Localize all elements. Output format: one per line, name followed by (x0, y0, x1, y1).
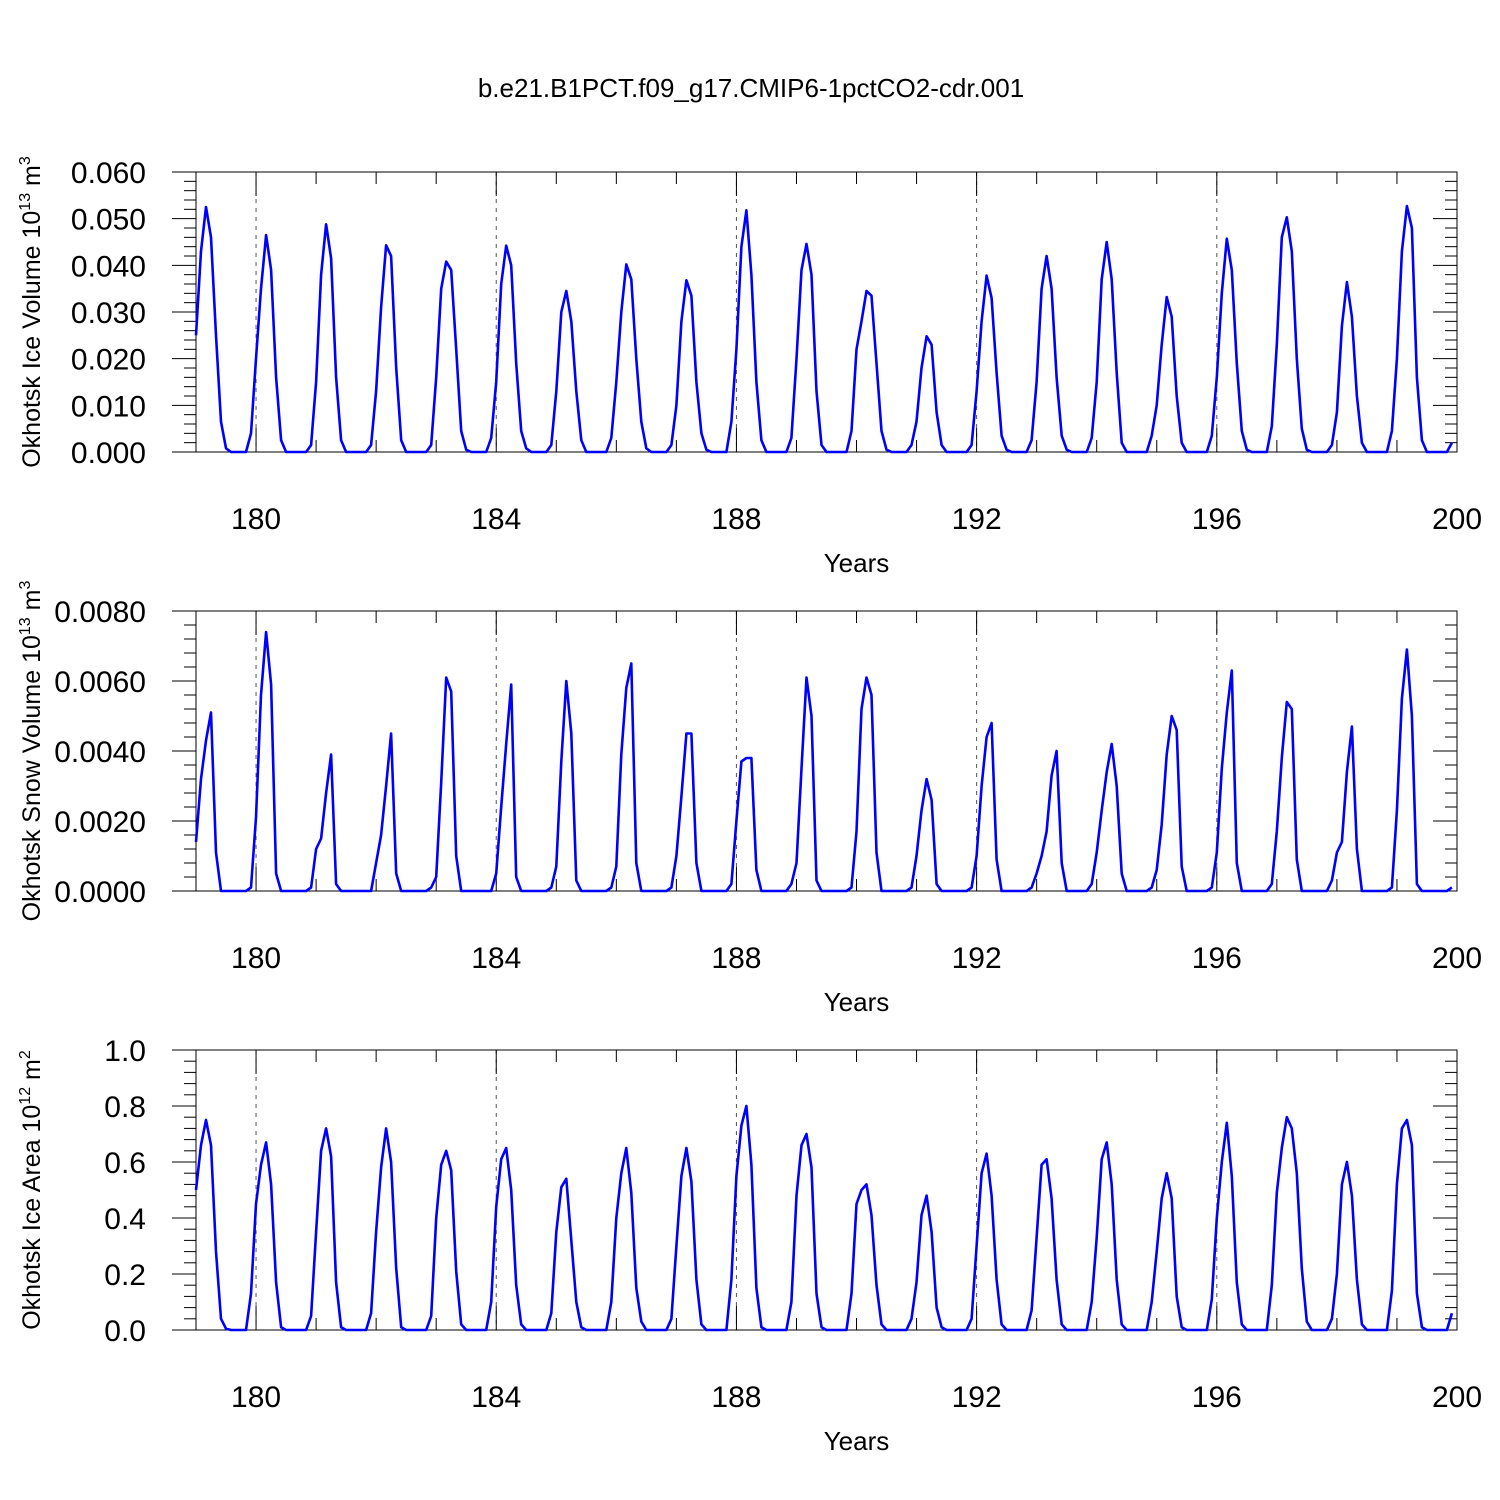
x-tick-label: 188 (711, 942, 761, 975)
x-tick-label: 184 (471, 503, 521, 536)
y-axis-title-main: Okhotsk Snow Volume 10 (18, 635, 46, 921)
y-tick-label: 0.0 (104, 1315, 146, 1348)
y-tick-label: 0.030 (71, 297, 146, 330)
y-tick-label: 0.000 (71, 437, 146, 470)
series-line-1 (194, 630, 1453, 893)
x-tick-label: 196 (1192, 1381, 1242, 1414)
chart-title: b.e21.B1PCT.f09_g17.CMIP6-1pctCO2-cdr.00… (478, 73, 1024, 103)
y-tick-label: 0.4 (104, 1203, 146, 1236)
x-tick-label: 192 (952, 503, 1002, 536)
y-tick-label: 0.040 (71, 250, 146, 283)
x-axis-title: Years (824, 1426, 890, 1456)
x-tick-label: 196 (1192, 503, 1242, 536)
y-axis-title-exponent: 13 (17, 617, 34, 635)
panel-3: 180 184 188 192 196 200 0.0 0.2 0.4 0.6 0.8 1.0 Year… (17, 1035, 1482, 1456)
series-line-1 (194, 204, 1454, 454)
x-tick-label: 200 (1432, 503, 1482, 536)
y-axis-title: Okhotsk Ice Area 1012 m2 (17, 1050, 46, 1330)
plot-frame (195, 1049, 1458, 1331)
panels: 180 184 188 192 196 200 0.000 0.010 0.020 0.030 0.… (17, 156, 1482, 1456)
panel-2: 180 184 188 192 196 200 0.0000 0.0020 0.0040 0.00… (17, 581, 1482, 1017)
y-tick-label: 0.050 (71, 204, 146, 237)
x-tick-label: 200 (1432, 942, 1482, 975)
y-axis-title-main: Okhotsk Ice Area 10 (18, 1105, 46, 1330)
y-tick-label: 0.0020 (54, 806, 146, 839)
y-axis-title-exponent: 13 (17, 193, 34, 211)
y-axis-title-unit-exponent: 3 (17, 156, 34, 165)
y-tick-label: 0.0040 (54, 736, 146, 769)
y-axis-title-main: Okhotsk Ice Volume 10 (18, 211, 46, 468)
y-axis-title-unit: m (18, 1059, 46, 1087)
plot-frame (195, 610, 1458, 892)
x-tick-label: 180 (231, 1381, 281, 1414)
x-axis-title: Years (824, 987, 890, 1017)
x-tick-label: 200 (1432, 1381, 1482, 1414)
y-tick-label: 0.010 (71, 390, 146, 423)
y-axis-title-exponent: 12 (17, 1087, 34, 1105)
x-tick-label: 192 (952, 942, 1002, 975)
x-tick-label: 188 (711, 503, 761, 536)
y-tick-label: 0.8 (104, 1091, 146, 1124)
series-line-1 (194, 1104, 1454, 1332)
plot-frame (195, 171, 1458, 453)
y-tick-label: 0.0000 (54, 876, 146, 909)
x-tick-label: 184 (471, 1381, 521, 1414)
y-tick-label: 0.6 (104, 1147, 146, 1180)
y-axis-title-unit-exponent: 2 (17, 1050, 34, 1059)
y-tick-label: 0.020 (71, 344, 146, 377)
y-tick-label: 0.060 (71, 157, 146, 190)
y-axis-title: Okhotsk Snow Volume 1013 m3 (17, 581, 46, 922)
y-tick-label: 0.0060 (54, 666, 146, 699)
y-tick-label: 0.2 (104, 1259, 146, 1292)
y-axis-title-unit: m (18, 165, 46, 193)
y-axis-title-unit-exponent: 3 (17, 581, 34, 590)
x-tick-label: 196 (1192, 942, 1242, 975)
x-tick-label: 188 (711, 1381, 761, 1414)
x-axis-title: Years (824, 548, 890, 578)
y-axis-title-unit: m (18, 590, 46, 618)
x-tick-label: 192 (952, 1381, 1002, 1414)
x-tick-label: 180 (231, 503, 281, 536)
y-tick-label: 0.0080 (54, 596, 146, 629)
y-tick-label: 1.0 (104, 1035, 146, 1068)
x-tick-label: 180 (231, 942, 281, 975)
y-axis-title: Okhotsk Ice Volume 1013 m3 (17, 156, 46, 468)
x-tick-label: 184 (471, 942, 521, 975)
panel-1: 180 184 188 192 196 200 0.000 0.010 0.020 0.030 0.… (17, 156, 1482, 578)
